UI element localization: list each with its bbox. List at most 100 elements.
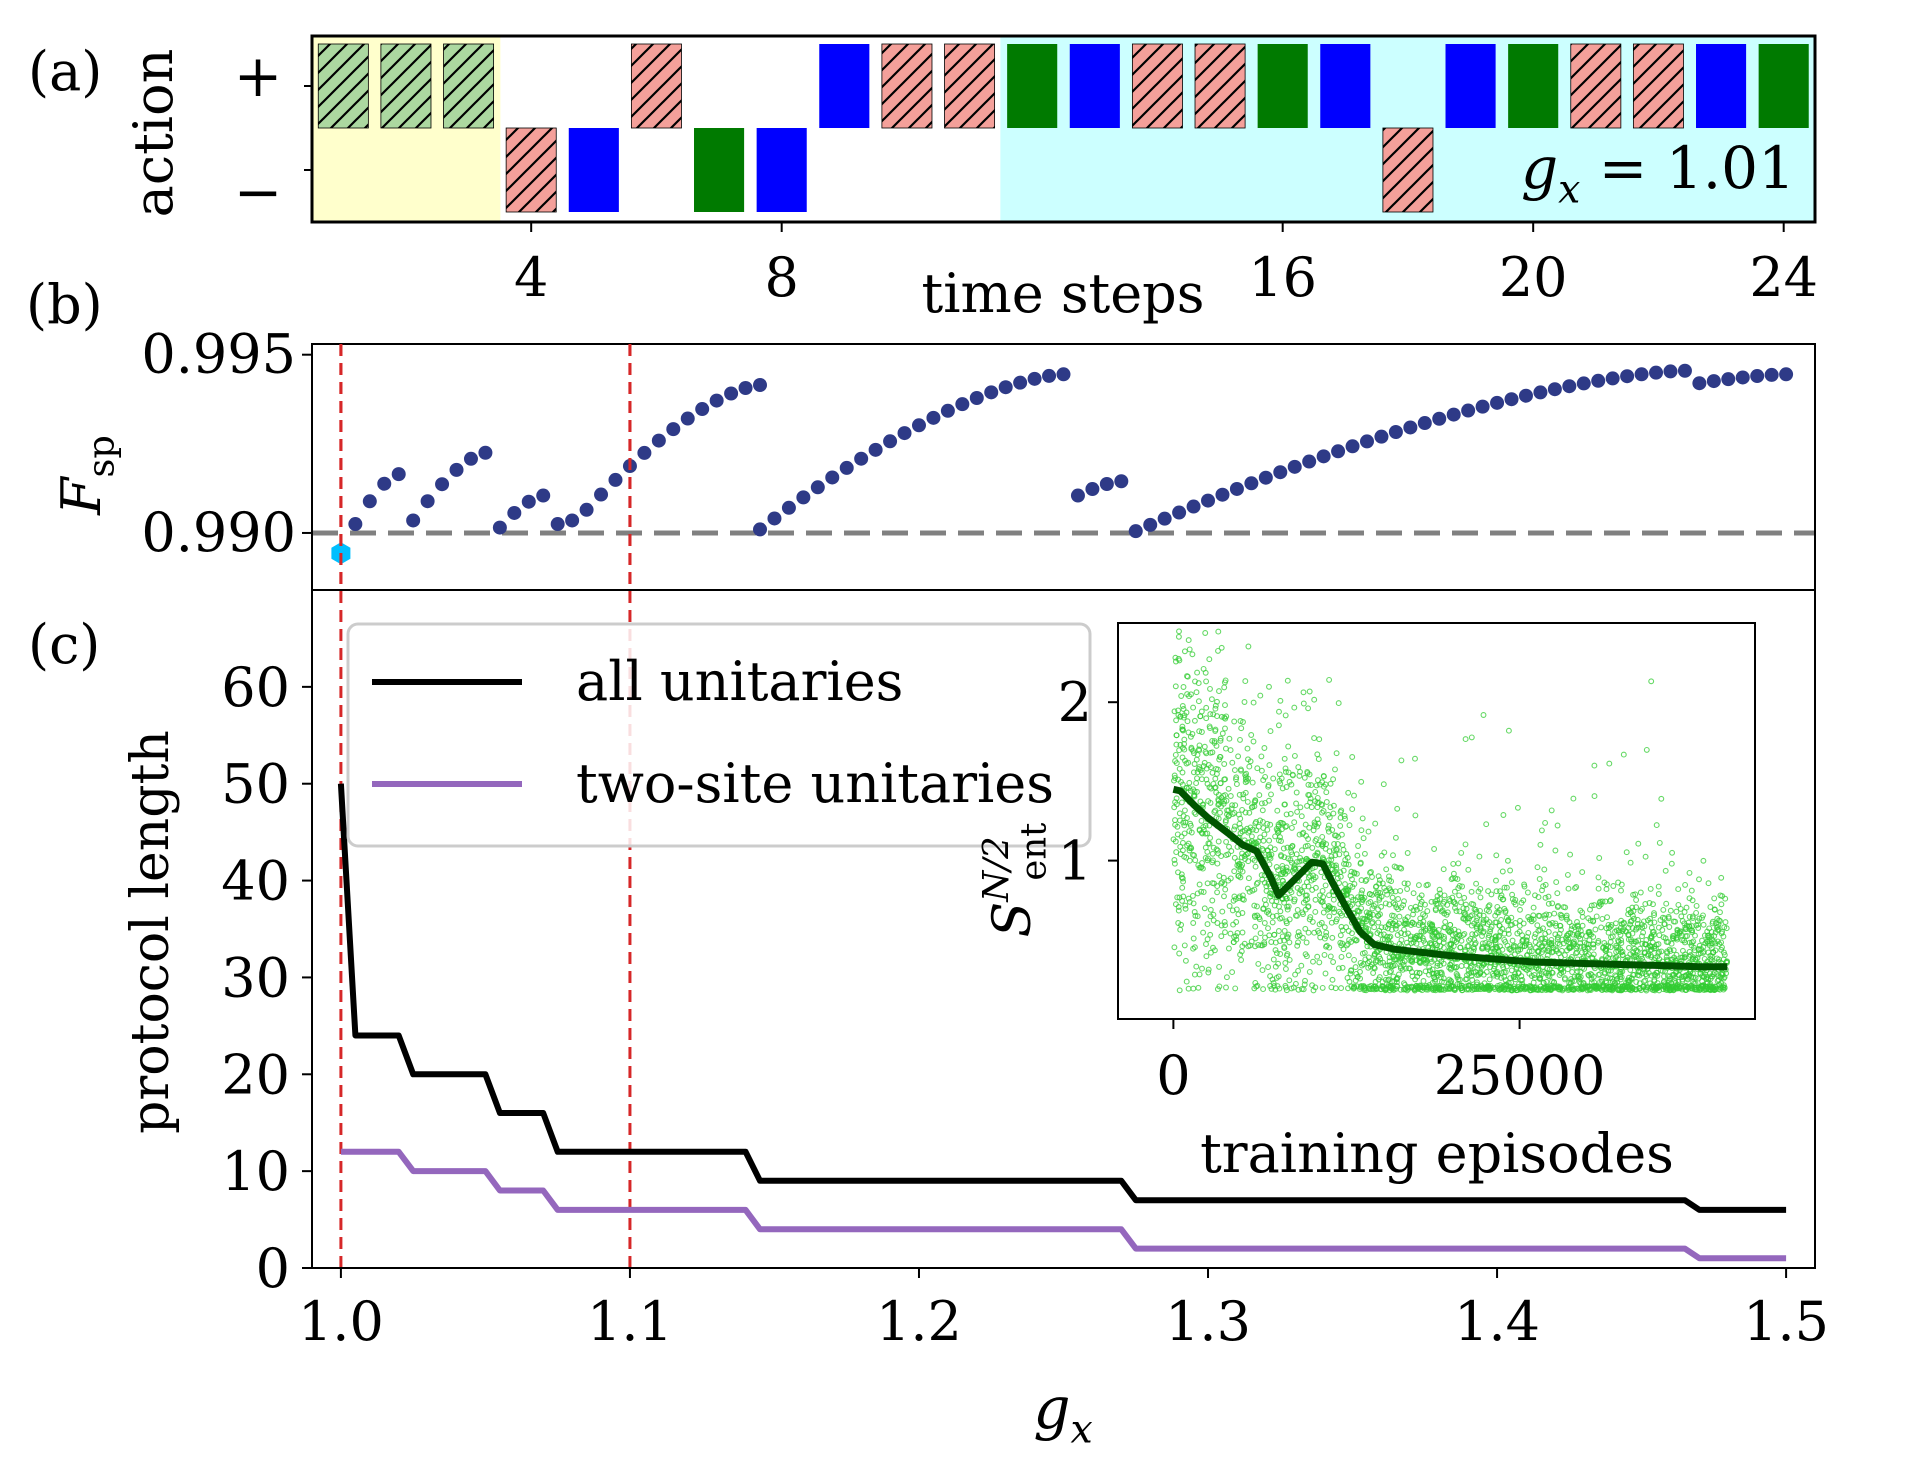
inset-scatter-point — [1203, 765, 1210, 772]
panel-a-bar-step-17 — [1320, 44, 1371, 128]
inset-mean-curve — [1172, 785, 1728, 971]
inset-scatter-point — [1617, 976, 1624, 983]
panel-a-bar-step-9 — [819, 44, 870, 128]
inset-scatter-point — [1231, 826, 1238, 833]
panel-c-legend-label: two-site unitaries — [576, 752, 1054, 815]
inset-scatter-point — [1419, 922, 1426, 928]
inset-scatter-point — [1596, 903, 1603, 910]
inset-scatter-point — [1536, 913, 1543, 919]
inset-scatter-point — [1553, 948, 1560, 954]
inset-scatter-point — [1440, 944, 1447, 951]
inset-scatter-point — [1595, 874, 1602, 881]
panel-b-point — [1172, 505, 1187, 520]
panel-b-point — [1518, 388, 1533, 403]
inset-scatter-point — [1398, 904, 1405, 911]
inset-scatter-point — [1210, 911, 1217, 918]
inset-scatter-point — [1486, 902, 1493, 909]
inset-scatter-point — [1192, 811, 1199, 817]
inset-scatter-point — [1477, 924, 1484, 931]
inset-scatter-point — [1479, 933, 1485, 939]
inset-scatter-point — [1655, 891, 1662, 897]
inset-scatter-point — [1357, 975, 1364, 982]
inset-scatter-point — [1221, 918, 1228, 925]
inset-scatter-point — [1212, 726, 1219, 733]
inset-scatter-point — [1656, 839, 1663, 846]
inset-scatter-point — [1306, 968, 1313, 975]
inset-scatter-point — [1331, 832, 1338, 839]
panel-a-action-timeline: (a) action +− 4 8 16 20 24 time steps gx = 1… — [28, 34, 1818, 325]
inset-scatter-point — [1482, 939, 1489, 946]
inset-scatter-point — [1626, 944, 1632, 951]
inset-scatter-point — [1313, 782, 1320, 789]
inset-scatter-point — [1237, 874, 1244, 881]
inset-scatter-point — [1655, 924, 1662, 931]
inset-scatter-point — [1552, 847, 1559, 854]
panel-c-ytick-label: 30 — [221, 946, 290, 1009]
inset-scatter-point — [1330, 810, 1337, 817]
panel-b-point — [868, 442, 883, 457]
inset-scatter-point — [1532, 931, 1539, 938]
inset-scatter-point — [1469, 931, 1476, 938]
inset-scatter-point — [1706, 925, 1713, 932]
inset-scatter-point — [1325, 828, 1332, 835]
inset-scatter-point — [1695, 925, 1702, 931]
panel-b-point — [940, 403, 955, 418]
inset-scatter-point — [1634, 916, 1641, 923]
inset-scatter-point — [1352, 937, 1359, 944]
inset-scatter-point — [1658, 948, 1665, 955]
inset-scatter-point — [1549, 900, 1556, 907]
panel-b-point — [1649, 365, 1664, 380]
inset-scatter-point — [1200, 929, 1207, 936]
inset-scatter-point — [1508, 879, 1515, 886]
inset-scatter-point — [1493, 877, 1499, 884]
inset-scatter-point — [1389, 912, 1395, 919]
inset-scatter-point — [1595, 971, 1602, 978]
inset-scatter-point — [1362, 956, 1369, 963]
inset-scatter-point — [1441, 892, 1448, 899]
panel-a-bar-step-20 — [1508, 44, 1559, 128]
inset-scatter-point — [1450, 860, 1457, 867]
inset-scatter-point — [1518, 985, 1525, 992]
inset-scatter-point — [1343, 942, 1350, 949]
inset-scatter-point — [1275, 867, 1282, 874]
inset-scatter-point — [1295, 939, 1301, 946]
inset-scatter-point — [1593, 913, 1600, 920]
inset-scatter-point — [1260, 837, 1267, 844]
inset-scatter-point — [1602, 945, 1609, 952]
inset-scatter-point — [1304, 896, 1311, 903]
panel-b-point — [897, 426, 912, 441]
inset-scatter-point — [1432, 935, 1439, 942]
panel-c-series-line — [337, 783, 1787, 1213]
inset-scatter-point — [1278, 853, 1285, 860]
inset-scatter-point — [1456, 882, 1463, 889]
inset-scatter-point — [1406, 984, 1412, 990]
inset-scatter-point — [1436, 886, 1443, 893]
inset-scatter-point — [1266, 837, 1273, 844]
inset-scatter-point — [1171, 772, 1178, 779]
inset-scatter-point — [1304, 768, 1311, 775]
inset-scatter-point — [1718, 874, 1725, 881]
inset-scatter-point — [1268, 890, 1275, 897]
inset-scatter-point — [1288, 889, 1295, 896]
inset-scatter-point — [1281, 801, 1288, 808]
panel-b-point — [1735, 370, 1750, 385]
inset-scatter-point — [1286, 956, 1293, 963]
inset-scatter-point — [1338, 985, 1345, 992]
inset-scatter-point — [1256, 792, 1263, 799]
inset-scatter-point — [1549, 969, 1556, 976]
inset-scatter-point — [1542, 819, 1549, 826]
panel-a-bar-fill — [568, 128, 619, 212]
inset-scatter-point — [1539, 943, 1546, 950]
inset-scatter-point — [1637, 889, 1644, 896]
inset-scatter-point — [1203, 750, 1210, 757]
panel-b-point — [911, 418, 926, 433]
inset-scatter-point — [1585, 929, 1592, 935]
inset-scatter-point — [1473, 981, 1480, 988]
inset-scatter-point — [1231, 868, 1238, 875]
inset-scatter-point — [1227, 930, 1234, 937]
inset-scatter-point — [1272, 963, 1279, 970]
inset-scatter-point — [1359, 815, 1366, 822]
inset-scatter-point — [1173, 801, 1180, 808]
inset-scatter-point — [1245, 643, 1252, 650]
inset-scatter-point — [1475, 888, 1482, 895]
